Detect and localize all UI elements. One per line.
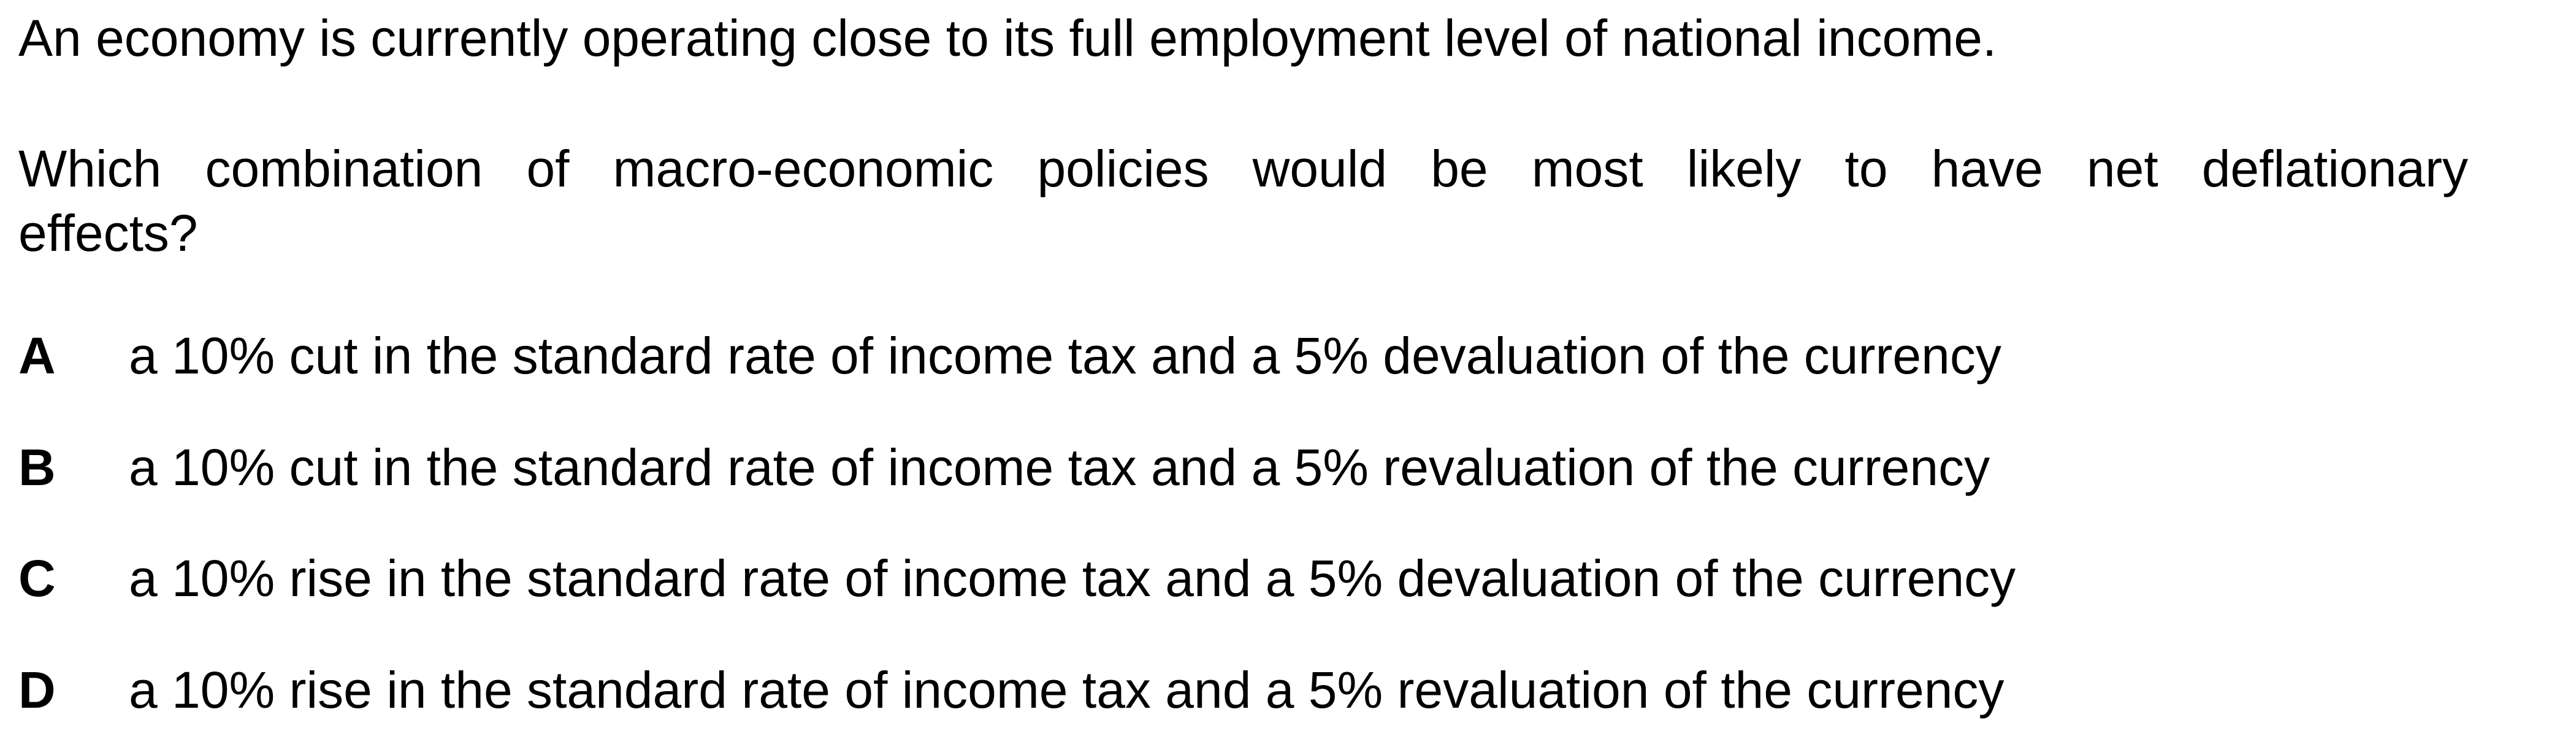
option-text: a 10% cut in the standard rate of income… [129, 438, 1990, 496]
option-text: a 10% rise in the standard rate of incom… [129, 549, 2016, 607]
option-letter: D [18, 661, 56, 719]
option-b[interactable]: B a 10% cut in the standard rate of inco… [18, 437, 2471, 498]
question-intro: An economy is currently operating close … [18, 9, 1997, 67]
option-letter: C [18, 549, 56, 607]
option-d[interactable]: D a 10% rise in the standard rate of inc… [18, 659, 2471, 721]
option-c[interactable]: C a 10% rise in the standard rate of inc… [18, 548, 2471, 609]
option-a[interactable]: A a 10% cut in the standard rate of inco… [18, 325, 2471, 386]
option-letter: B [18, 438, 56, 496]
option-letter: A [18, 327, 56, 385]
option-text: a 10% rise in the standard rate of incom… [129, 661, 2005, 719]
question-prompt-line-2: effects? [18, 204, 198, 262]
question-prompt-line-1: Which combination of macro-economic poli… [18, 140, 2468, 197]
option-text: a 10% cut in the standard rate of income… [129, 327, 2001, 385]
